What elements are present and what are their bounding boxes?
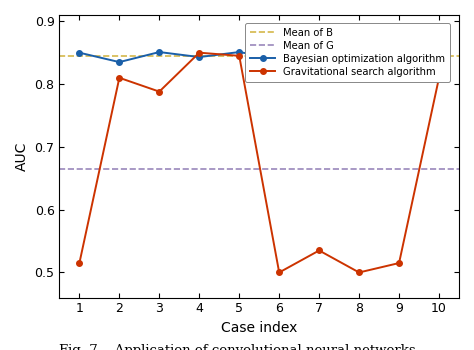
Bayesian optimization algorithm xyxy=(396,51,402,55)
Bayesian optimization algorithm xyxy=(356,57,362,61)
X-axis label: Case index: Case index xyxy=(221,321,297,335)
Gravitational search algorithm xyxy=(436,76,442,80)
Gravitational search algorithm xyxy=(117,76,122,80)
Gravitational search algorithm xyxy=(396,261,402,265)
Mean of B xyxy=(36,54,42,58)
Gravitational search algorithm xyxy=(77,261,82,265)
Y-axis label: AUC: AUC xyxy=(15,142,29,171)
Gravitational search algorithm xyxy=(196,51,202,55)
Gravitational search algorithm xyxy=(356,270,362,274)
Bayesian optimization algorithm xyxy=(237,50,242,54)
Text: Fig. 7.   Application of convolutional neural networks: Fig. 7. Application of convolutional neu… xyxy=(59,344,415,350)
Gravitational search algorithm xyxy=(316,248,322,253)
Line: Gravitational search algorithm: Gravitational search algorithm xyxy=(77,50,442,275)
Bayesian optimization algorithm xyxy=(117,60,122,64)
Gravitational search algorithm xyxy=(276,270,282,274)
Bayesian optimization algorithm xyxy=(436,41,442,45)
Bayesian optimization algorithm xyxy=(196,55,202,59)
Legend: Mean of B, Mean of G, Bayesian optimization algorithm, Gravitational search algo: Mean of B, Mean of G, Bayesian optimizat… xyxy=(245,23,450,82)
Line: Bayesian optimization algorithm: Bayesian optimization algorithm xyxy=(77,40,442,65)
Gravitational search algorithm xyxy=(237,54,242,58)
Bayesian optimization algorithm xyxy=(156,50,162,54)
Bayesian optimization algorithm xyxy=(316,58,322,62)
Mean of G xyxy=(77,167,82,171)
Mean of B xyxy=(77,54,82,58)
Bayesian optimization algorithm xyxy=(77,51,82,55)
Mean of G xyxy=(36,167,42,171)
Bayesian optimization algorithm xyxy=(276,57,282,61)
Gravitational search algorithm xyxy=(156,90,162,94)
